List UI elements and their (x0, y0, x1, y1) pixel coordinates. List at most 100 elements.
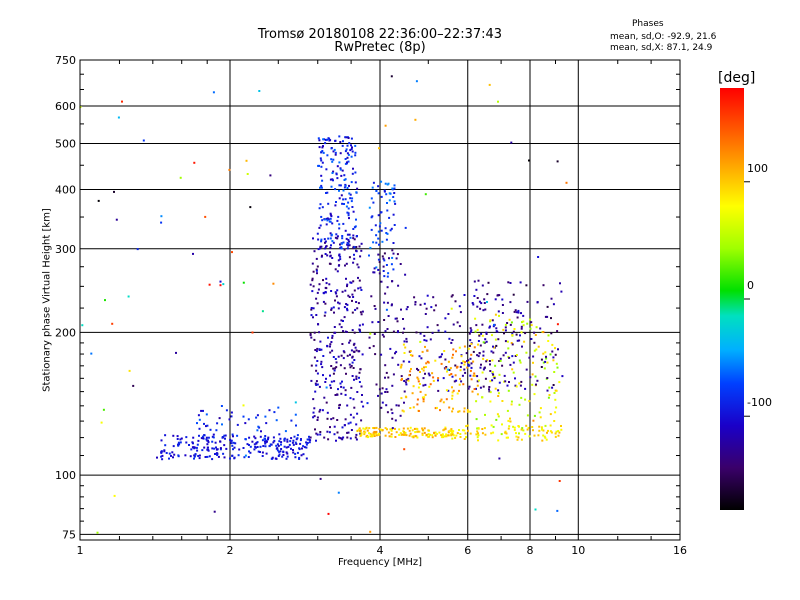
data-point (558, 381, 561, 384)
data-point (319, 224, 322, 227)
data-point (561, 375, 564, 378)
data-point (383, 190, 386, 193)
data-point (526, 322, 529, 325)
data-point (536, 301, 539, 304)
data-point (472, 374, 475, 377)
data-point (168, 457, 170, 460)
data-point (312, 270, 315, 273)
data-point (351, 146, 353, 149)
data-point (424, 193, 427, 196)
data-point (198, 418, 201, 421)
data-point (342, 357, 345, 360)
x-tick-label: 6 (464, 544, 471, 557)
data-point (219, 448, 222, 451)
data-point (324, 253, 327, 255)
data-point (345, 331, 348, 333)
data-point (355, 378, 358, 380)
data-point (171, 451, 174, 454)
data-point (485, 360, 488, 363)
data-point (418, 383, 421, 385)
data-point (462, 360, 465, 363)
data-point (389, 347, 392, 350)
data-point (526, 428, 529, 431)
data-point (325, 401, 328, 404)
data-point (378, 225, 381, 228)
data-point (358, 427, 361, 430)
data-point (291, 441, 294, 444)
x-tick-label: 4 (377, 544, 384, 557)
data-point (481, 428, 484, 430)
data-point (203, 422, 205, 425)
data-point (483, 298, 486, 301)
data-point (405, 378, 408, 381)
data-point (433, 431, 436, 434)
data-point (334, 204, 337, 207)
data-point (414, 118, 417, 121)
data-point (354, 171, 357, 174)
data-point (359, 330, 362, 333)
data-point (330, 290, 333, 292)
chart-subtitle: RwPretec (8p) (334, 40, 426, 55)
data-point (466, 360, 469, 362)
data-point (380, 428, 382, 431)
data-point (399, 414, 402, 417)
data-point (492, 351, 495, 354)
data-point (221, 436, 224, 438)
data-point (460, 380, 463, 383)
data-point (316, 372, 319, 375)
data-point (353, 238, 356, 241)
data-point (245, 159, 248, 162)
data-point (368, 427, 371, 430)
data-point (320, 186, 323, 189)
data-point (81, 324, 84, 327)
data-point (504, 351, 507, 354)
data-point (288, 443, 291, 446)
data-point (553, 371, 556, 373)
data-point (339, 255, 342, 258)
data-point (185, 436, 188, 439)
y-tick-label: 600 (55, 100, 76, 113)
data-point (207, 436, 210, 439)
data-point (223, 444, 226, 447)
data-point (96, 531, 99, 534)
data-point (399, 432, 402, 435)
data-point (172, 456, 174, 459)
data-point (545, 357, 548, 360)
data-point (329, 251, 331, 254)
data-point (211, 447, 214, 450)
data-point (248, 444, 250, 446)
data-point (554, 347, 556, 350)
data-point (348, 341, 351, 344)
data-point (437, 389, 440, 392)
data-point (448, 406, 451, 409)
data-point (198, 454, 201, 457)
data-point (346, 152, 349, 155)
data-point (440, 436, 443, 439)
data-point (220, 405, 223, 407)
data-point (201, 435, 204, 438)
data-point (515, 385, 518, 388)
data-point (445, 435, 448, 438)
data-point (498, 381, 501, 384)
data-point (558, 480, 561, 482)
data-point (395, 257, 398, 260)
data-point (348, 240, 351, 243)
data-point (339, 437, 342, 440)
data-point (383, 301, 386, 304)
data-point (392, 373, 395, 376)
data-point (549, 430, 552, 433)
phases-legend-o: mean, sd,O: -92.9, 21.6 (610, 32, 717, 42)
data-point (324, 241, 326, 244)
data-point (423, 339, 426, 342)
data-point (330, 380, 333, 383)
data-point (346, 354, 349, 357)
data-point (381, 333, 384, 336)
data-point (165, 452, 168, 454)
data-point (483, 427, 486, 430)
data-point (215, 448, 218, 451)
data-point (484, 433, 487, 436)
data-point (463, 407, 466, 410)
data-point (356, 235, 358, 237)
data-point (497, 310, 500, 313)
data-point (343, 174, 346, 177)
